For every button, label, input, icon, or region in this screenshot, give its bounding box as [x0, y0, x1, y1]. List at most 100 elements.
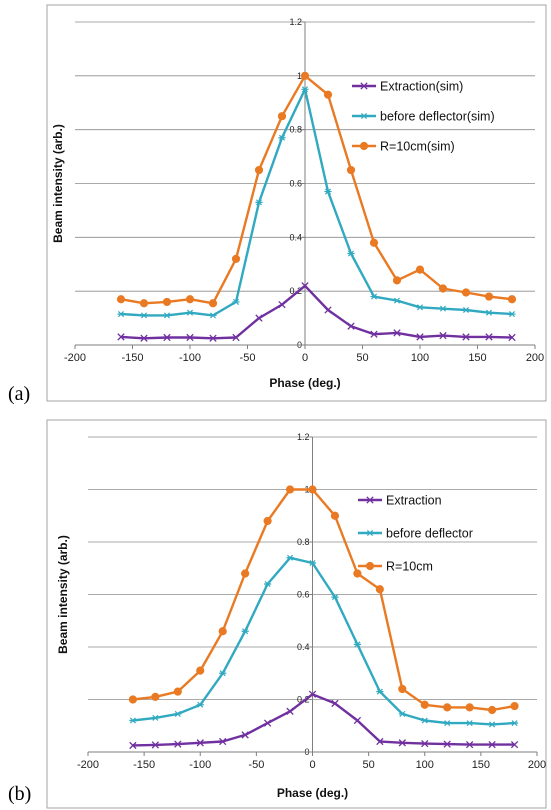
data-point — [196, 701, 204, 708]
data-point — [369, 238, 379, 247]
data-point — [443, 720, 451, 727]
data-point — [255, 199, 263, 206]
series-r-10cm — [128, 485, 519, 715]
data-point — [488, 721, 496, 728]
series-line — [132, 693, 515, 747]
data-point — [376, 688, 384, 695]
data-point — [438, 284, 448, 293]
series-before-deflector — [129, 554, 519, 728]
data-point — [443, 703, 452, 712]
data-point — [278, 134, 286, 141]
chart-frame — [46, 4, 547, 402]
x-tick-label: 100 — [411, 352, 429, 364]
legend: Extraction(sim) before deflector(sim) R=10… — [352, 80, 495, 154]
chart-panel-b: 00.20.40.60.811.2-200 -150 -100 -50 0 50 100 15… — [46, 419, 547, 809]
data-point — [510, 720, 519, 727]
x-tick-label: 150 — [468, 352, 486, 364]
data-point — [129, 741, 137, 750]
x-tick-label: 200 — [528, 759, 546, 771]
data-point — [185, 295, 195, 304]
x-axis-title: Phase (deg.) — [269, 376, 340, 390]
y-tick-label: 0.4 — [289, 232, 302, 242]
legend-entry: R=10cm(sim) — [352, 140, 455, 154]
y-tick-label: 1.2 — [289, 17, 302, 27]
legend: Extraction before deflector R=10cm — [358, 494, 473, 574]
data-point — [255, 314, 263, 322]
y-tick-label: 0.2 — [289, 286, 302, 296]
data-point — [353, 716, 362, 725]
data-point — [186, 309, 194, 316]
data-point — [392, 276, 402, 285]
panel-label: (a) — [8, 383, 30, 405]
data-point — [116, 295, 126, 304]
data-point — [286, 554, 294, 561]
data-point — [485, 309, 493, 316]
data-point — [398, 684, 407, 694]
legend-entry: Extraction(sim) — [352, 80, 463, 94]
y-tick-label: 0.4 — [297, 642, 310, 652]
series-line — [120, 284, 513, 340]
data-point — [370, 293, 378, 300]
legend-label: R=10cm(sim) — [380, 140, 455, 154]
legend-label: Extraction — [386, 494, 442, 508]
data-point — [331, 699, 339, 708]
data-point — [439, 305, 447, 312]
data-point — [163, 333, 171, 342]
chart-frame — [46, 419, 547, 809]
data-point — [398, 710, 406, 717]
data-point — [439, 331, 447, 340]
data-point — [507, 295, 517, 304]
data-point — [231, 254, 241, 263]
x-tick-label: 50 — [356, 352, 368, 364]
data-point — [151, 741, 160, 749]
data-point — [308, 485, 317, 494]
data-point — [308, 559, 317, 567]
y-tick-label: 1 — [297, 71, 302, 81]
series-line — [120, 88, 513, 317]
data-point — [376, 737, 384, 746]
legend-label: R=10cm — [386, 560, 433, 574]
data-point — [151, 714, 159, 721]
data-point — [485, 333, 493, 341]
series-extraction-sim- — [117, 282, 516, 342]
data-point — [208, 299, 218, 308]
data-point — [254, 165, 264, 175]
data-point — [174, 710, 182, 717]
data-point — [415, 265, 425, 274]
y-tick-label: 0.8 — [297, 537, 310, 547]
data-point — [209, 334, 217, 342]
data-point — [128, 695, 137, 704]
data-point — [186, 333, 194, 342]
data-point — [462, 306, 470, 314]
data-point — [510, 701, 519, 711]
data-point — [300, 71, 310, 80]
x-tick-label: -100 — [189, 759, 211, 771]
panel-label: (b) — [8, 783, 31, 805]
data-point — [323, 90, 333, 99]
data-point — [331, 594, 339, 601]
data-point — [346, 165, 356, 175]
data-point — [196, 739, 204, 747]
data-point — [421, 739, 429, 748]
legend-marker — [366, 496, 374, 504]
data-point — [162, 297, 172, 307]
data-point — [241, 731, 249, 739]
x-axis-title: Phase (deg.) — [277, 786, 348, 800]
data-point — [398, 739, 406, 747]
data-point — [219, 737, 227, 746]
data-point — [443, 740, 451, 748]
series-r-10cm-sim- — [116, 71, 517, 308]
data-point — [488, 740, 496, 749]
data-point — [263, 719, 272, 727]
data-point — [277, 112, 287, 121]
data-point — [117, 333, 125, 341]
data-point — [416, 304, 424, 311]
data-point — [347, 322, 355, 330]
data-point — [421, 717, 429, 724]
x-tick-label: 100 — [416, 759, 434, 771]
data-point — [151, 692, 160, 701]
data-point — [324, 188, 332, 195]
y-axis-title: Beam intensity (arb.) — [56, 535, 70, 654]
x-tick-label: -50 — [248, 759, 264, 771]
data-point — [416, 333, 424, 341]
